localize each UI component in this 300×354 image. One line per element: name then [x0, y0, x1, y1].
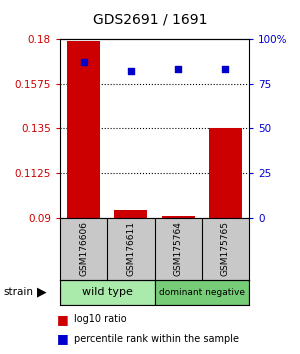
Bar	[162, 216, 195, 218]
Text: percentile rank within the sample: percentile rank within the sample	[74, 334, 238, 344]
Bar	[209, 128, 242, 218]
Point	[81, 59, 86, 65]
Bar	[154, 280, 249, 305]
Text: GSM176606: GSM176606	[79, 221, 88, 276]
Bar	[67, 41, 100, 218]
Text: wild type: wild type	[82, 287, 133, 297]
Text: dominant negative: dominant negative	[159, 288, 245, 297]
Bar	[60, 280, 154, 305]
Point	[128, 68, 133, 74]
Point	[176, 67, 181, 72]
Text: GSM175765: GSM175765	[221, 221, 230, 276]
Text: GSM175764: GSM175764	[174, 221, 183, 276]
Text: ▶: ▶	[37, 286, 47, 299]
Bar	[114, 210, 147, 218]
Point	[223, 67, 228, 72]
Text: ■: ■	[57, 313, 69, 326]
Text: GSM176611: GSM176611	[126, 221, 135, 276]
Text: log10 ratio: log10 ratio	[74, 314, 126, 324]
Text: GDS2691 / 1691: GDS2691 / 1691	[93, 12, 207, 27]
Text: ■: ■	[57, 332, 69, 345]
Text: strain: strain	[3, 287, 33, 297]
